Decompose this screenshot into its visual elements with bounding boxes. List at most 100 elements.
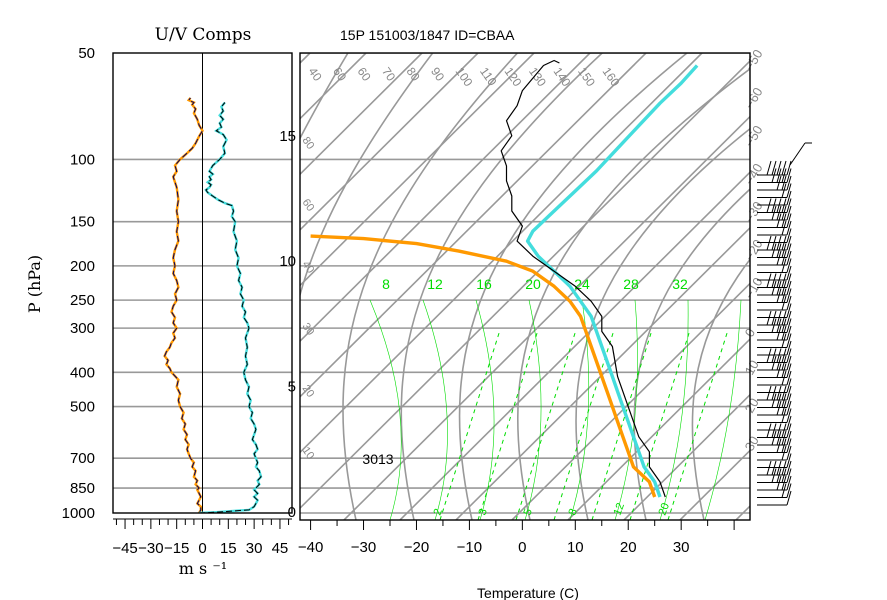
- height-tick-label: 10: [279, 253, 296, 270]
- skewt-isotherm: [300, 59, 750, 510]
- uv-y-tick-label: 300: [70, 320, 95, 337]
- wind-barb-flag: [786, 378, 792, 393]
- skewt-isotherm: [455, 226, 750, 520]
- wind-barb-flag: [786, 460, 792, 476]
- wind-barb-flag: [786, 280, 792, 296]
- uv-y-tick-label: 1000: [62, 505, 95, 522]
- skewt-x-tick-label: −20: [404, 539, 429, 556]
- wind-barb-flag: [786, 183, 792, 198]
- skewt-isotherm: [623, 393, 750, 520]
- wind-barb-flag: [786, 235, 792, 251]
- wind-barb: [757, 438, 792, 453]
- skewt-left-edge-label: 10: [300, 445, 317, 462]
- isotherm-side-label: 20: [742, 395, 762, 415]
- wind-barb-flag: [786, 333, 792, 348]
- wind-barb-flag: [786, 265, 792, 281]
- uv-y-tick-label: 150: [70, 214, 95, 231]
- wind-barb-flag: [786, 423, 792, 438]
- uv-y-axis-label: P (hPa): [25, 255, 44, 313]
- skewt-dry-adiabat: [575, 127, 750, 520]
- height-tick-label: 0: [288, 504, 296, 521]
- mixing-ratio-label: 28: [623, 276, 639, 292]
- skewt-mixing-ratio-line: [591, 329, 653, 520]
- uv-y-tick-label: 200: [70, 258, 95, 275]
- wind-barb-flag: [786, 243, 792, 258]
- wind-barb: [757, 340, 792, 356]
- mixing-ratio-bottom-label: 5: [522, 507, 535, 517]
- wind-barb-flag: [786, 348, 792, 363]
- uv-y-tick-label: 500: [70, 399, 95, 416]
- wind-barb: [757, 265, 792, 281]
- uv-x-tick-label: 15: [220, 540, 237, 557]
- skewt-left-edge-label: 60: [300, 197, 317, 214]
- skewt-dry-adiabat: [633, 188, 750, 520]
- skewt-x-tick-label: 30: [673, 539, 690, 556]
- wind-barb-flag: [786, 438, 792, 453]
- wind-barb: [757, 235, 792, 251]
- wind-barb-flag: [786, 363, 792, 378]
- dewpoint-profile: [310, 234, 657, 498]
- skewt-isotherm: [300, 53, 535, 287]
- wind-barb-flag: [786, 430, 792, 446]
- wind-barb-flag: [786, 198, 792, 213]
- parcel-profile: [525, 64, 699, 498]
- wind-barb-flag: [786, 453, 792, 468]
- uv-x-tick-label: −30: [138, 540, 163, 557]
- wind-barb-flag: [781, 160, 787, 176]
- skewt-mixing-ratio-line: [629, 329, 691, 520]
- skewt-x-tick-label: −30: [351, 539, 376, 556]
- wind-barb-flag: [786, 393, 792, 408]
- v-wind-overlay-line: [199, 102, 262, 513]
- wind-barb: [757, 415, 792, 431]
- skewt-moist-adiabat: [422, 299, 448, 520]
- isotherm-side-label: 30: [742, 433, 762, 453]
- wind-barb-flag: [786, 325, 792, 341]
- skewt-dry-adiabat: [516, 67, 750, 520]
- skewt-dry-adiabat: [458, 53, 689, 520]
- wind-barb-flag: [786, 258, 792, 273]
- mixing-ratio-label: 20: [525, 276, 541, 292]
- skewt-x-tick-label: 0: [518, 539, 526, 556]
- mixing-ratio-label: 8: [382, 276, 390, 292]
- wind-barb-flag: [786, 475, 792, 491]
- skewt-x-tick-label: −10: [457, 539, 482, 556]
- mixing-ratio-bottom-label: 12: [612, 501, 627, 517]
- wind-barb-flag: [786, 310, 792, 326]
- wind-barb-flag: [786, 415, 792, 431]
- wind-barb: [757, 190, 792, 206]
- uv-x-tick-label: −45: [112, 540, 137, 557]
- uv-plot-frame: [112, 52, 293, 514]
- wind-barb-flag: [786, 340, 792, 356]
- u-wind-overlay-line: [164, 97, 204, 513]
- skewt-x-tick-label: 10: [567, 539, 584, 556]
- wind-barb: [757, 378, 792, 393]
- skewt-mixing-ratio-line: [439, 329, 501, 520]
- skewt-plot-frame: [299, 52, 751, 521]
- uv-x-tick-label: 45: [272, 540, 289, 557]
- uv-y-tick-label: 400: [70, 364, 95, 381]
- wind-barb-shaft: [789, 142, 806, 166]
- wind-barb-flag: [786, 490, 792, 506]
- uv-x-axis-label: m s ⁻¹: [179, 559, 227, 578]
- wind-barb-flag: [786, 220, 792, 236]
- skewt-moist-adiabat: [524, 299, 542, 520]
- skewt-title: 15P 151003/1847 ID=CBAA: [340, 27, 515, 43]
- uv-y-tick-label: 700: [70, 450, 95, 467]
- skewt-mixing-ratio-line: [553, 329, 615, 520]
- skewt-x-tick-label: −40: [298, 539, 323, 556]
- wind-barb: [757, 490, 792, 506]
- skewt-moist-adiabat: [614, 299, 638, 520]
- uv-x-tick-label: 30: [246, 540, 263, 557]
- mixing-ratio-label: 24: [574, 276, 590, 292]
- mixing-ratio-label: 12: [427, 276, 443, 292]
- wind-barb-flag: [786, 273, 792, 288]
- wind-barb-flag: [786, 168, 792, 183]
- mixing-ratio-label: 16: [476, 276, 492, 292]
- uv-panel-title: U/V Comps: [155, 25, 252, 45]
- wind-barb-flag: [786, 288, 792, 303]
- skewt-moist-adiabat: [369, 299, 402, 520]
- mixing-ratio-bottom-label: 3: [477, 507, 490, 517]
- uv-x-tick-label: 0: [198, 540, 206, 557]
- skewt-x-tick-label: 20: [620, 539, 637, 556]
- wind-barb-flag: [786, 175, 792, 191]
